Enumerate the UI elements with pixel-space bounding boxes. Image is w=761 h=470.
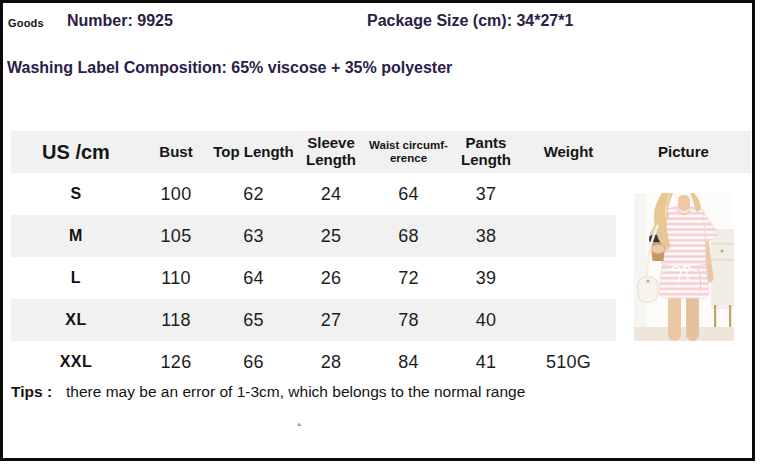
picture-merged-cell bbox=[616, 173, 751, 383]
pants-length-value: 39 bbox=[451, 257, 521, 299]
waist-value: 68 bbox=[366, 215, 451, 257]
waist-value: 84 bbox=[366, 341, 451, 383]
size-label: XXL bbox=[11, 341, 141, 383]
column-header-waist: Waist circumf-erence bbox=[366, 131, 451, 173]
weight-value bbox=[521, 299, 616, 341]
composition-line: Washing Label Composition: 65% viscose +… bbox=[7, 59, 452, 77]
tips-label: Tips : bbox=[11, 383, 52, 400]
size-label: M bbox=[11, 215, 141, 257]
size-label: L bbox=[11, 257, 141, 299]
column-header-picture: Picture bbox=[616, 131, 751, 173]
footnote-period: 。 bbox=[3, 412, 603, 430]
bust-value: 118 bbox=[141, 299, 211, 341]
size-chart-sheet: Goods Number: 9925 Package Size (cm): 34… bbox=[0, 0, 755, 461]
goods-label: Goods bbox=[8, 17, 44, 29]
sleeve-length-value: 25 bbox=[296, 215, 366, 257]
column-header-top-length: Top Length bbox=[211, 131, 296, 173]
top-length-value: 64 bbox=[211, 257, 296, 299]
product-photo bbox=[634, 193, 734, 341]
item-number: Number: 9925 bbox=[67, 12, 173, 30]
weight-value bbox=[521, 257, 616, 299]
bust-value: 105 bbox=[141, 215, 211, 257]
top-length-value: 62 bbox=[211, 173, 296, 215]
waist-value: 64 bbox=[366, 173, 451, 215]
size-label: XL bbox=[11, 299, 141, 341]
sleeve-length-value: 26 bbox=[296, 257, 366, 299]
bust-value: 100 bbox=[141, 173, 211, 215]
pants-length-value: 41 bbox=[451, 341, 521, 383]
tips-text: there may be an error of 1-3cm, which be… bbox=[66, 383, 525, 400]
column-header-weight: Weight bbox=[521, 131, 616, 173]
waist-value: 72 bbox=[366, 257, 451, 299]
weight-value bbox=[521, 173, 616, 215]
table-header-row: US /cm Bust Top Length SleeveLength Wais… bbox=[11, 131, 751, 173]
column-header-sleeve-length: SleeveLength bbox=[296, 131, 366, 173]
column-header-bust: Bust bbox=[141, 131, 211, 173]
top-length-value: 63 bbox=[211, 215, 296, 257]
weight-value: 510G bbox=[521, 341, 616, 383]
tips-line: Tips : there may be an error of 1-3cm, wh… bbox=[11, 383, 525, 401]
weight-value bbox=[521, 215, 616, 257]
sleeve-length-value: 28 bbox=[296, 341, 366, 383]
pants-length-value: 38 bbox=[451, 215, 521, 257]
top-length-value: 66 bbox=[211, 341, 296, 383]
sleeve-length-value: 27 bbox=[296, 299, 366, 341]
sleeve-length-value: 24 bbox=[296, 173, 366, 215]
waist-value: 78 bbox=[366, 299, 451, 341]
bust-value: 110 bbox=[141, 257, 211, 299]
pants-length-value: 37 bbox=[451, 173, 521, 215]
package-size: Package Size (cm): 34*27*1 bbox=[367, 12, 573, 30]
bust-value: 126 bbox=[141, 341, 211, 383]
pants-length-value: 40 bbox=[451, 299, 521, 341]
column-header-size: US /cm bbox=[11, 131, 141, 173]
top-length-value: 65 bbox=[211, 299, 296, 341]
column-header-pants-length: PantsLength bbox=[451, 131, 521, 173]
size-label: S bbox=[11, 173, 141, 215]
